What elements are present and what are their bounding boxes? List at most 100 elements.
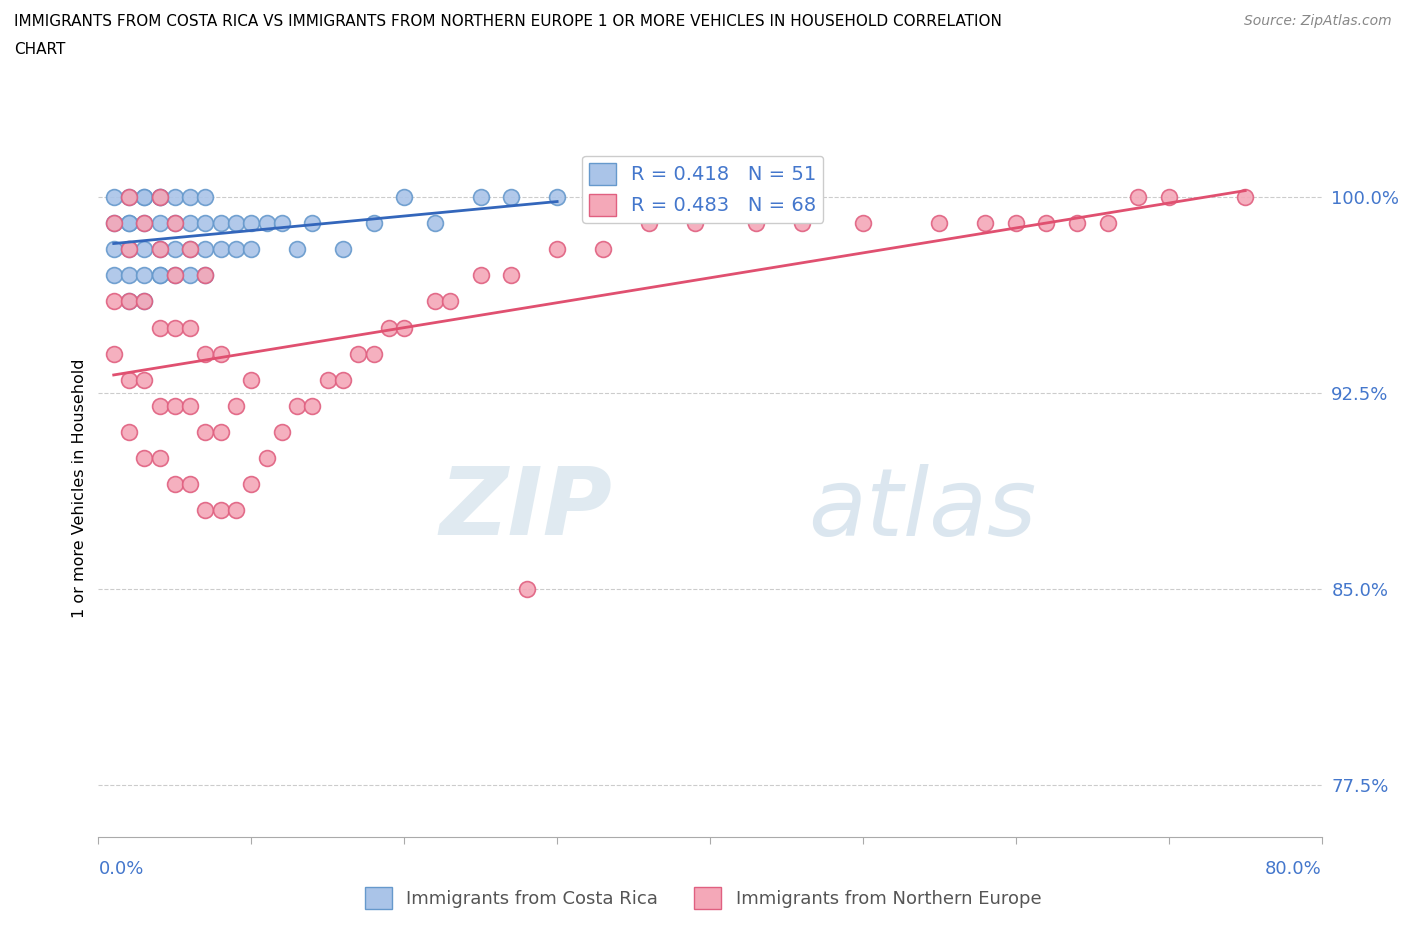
Point — [1157, 190, 1180, 205]
Point — [256, 451, 278, 466]
Point — [225, 242, 247, 257]
Point — [103, 268, 125, 283]
Point — [134, 451, 156, 466]
Point — [1234, 190, 1257, 205]
Point — [285, 242, 308, 257]
Point — [118, 216, 141, 231]
Point — [134, 190, 156, 205]
Point — [423, 216, 446, 231]
Point — [378, 320, 401, 335]
Point — [134, 242, 156, 257]
Point — [1128, 190, 1150, 205]
Point — [194, 268, 217, 283]
Point — [225, 216, 247, 231]
Point — [134, 372, 156, 387]
Point — [149, 190, 172, 205]
Point — [470, 268, 492, 283]
Point — [316, 372, 339, 387]
Point — [134, 268, 156, 283]
Point — [1097, 216, 1119, 231]
Point — [592, 242, 614, 257]
Point — [179, 242, 201, 257]
Point — [179, 477, 201, 492]
Point — [103, 216, 125, 231]
Point — [301, 216, 323, 231]
Point — [103, 242, 125, 257]
Point — [683, 216, 706, 231]
Point — [194, 425, 217, 440]
Point — [118, 425, 141, 440]
Point — [470, 190, 492, 205]
Point — [637, 216, 661, 231]
Point — [179, 268, 201, 283]
Point — [149, 242, 172, 257]
Point — [118, 216, 141, 231]
Point — [134, 294, 156, 309]
Point — [501, 268, 523, 283]
Text: IMMIGRANTS FROM COSTA RICA VS IMMIGRANTS FROM NORTHERN EUROPE 1 OR MORE VEHICLES: IMMIGRANTS FROM COSTA RICA VS IMMIGRANTS… — [14, 14, 1002, 29]
Point — [179, 216, 201, 231]
Point — [347, 346, 370, 361]
Point — [118, 190, 141, 205]
Point — [179, 399, 201, 414]
Point — [163, 216, 186, 231]
Point — [134, 216, 156, 231]
Text: 0.0%: 0.0% — [98, 860, 143, 878]
Point — [790, 216, 813, 231]
Point — [852, 216, 875, 231]
Point — [209, 216, 232, 231]
Point — [285, 399, 308, 414]
Point — [134, 294, 156, 309]
Y-axis label: 1 or more Vehicles in Household: 1 or more Vehicles in Household — [72, 358, 87, 618]
Point — [163, 216, 186, 231]
Point — [163, 190, 186, 205]
Point — [240, 372, 263, 387]
Point — [194, 216, 217, 231]
Point — [149, 399, 172, 414]
Point — [745, 216, 768, 231]
Point — [1035, 216, 1057, 231]
Point — [179, 320, 201, 335]
Point — [270, 216, 292, 231]
Point — [163, 242, 186, 257]
Point — [363, 346, 385, 361]
Point — [134, 216, 156, 231]
Point — [546, 242, 568, 257]
Point — [179, 190, 201, 205]
Point — [149, 268, 172, 283]
Point — [240, 242, 263, 257]
Point — [118, 268, 141, 283]
Point — [1066, 216, 1088, 231]
Point — [270, 425, 292, 440]
Point — [118, 242, 141, 257]
Point — [928, 216, 950, 231]
Text: Source: ZipAtlas.com: Source: ZipAtlas.com — [1244, 14, 1392, 28]
Point — [209, 425, 232, 440]
Point — [1004, 216, 1026, 231]
Point — [134, 190, 156, 205]
Point — [363, 216, 385, 231]
Point — [179, 242, 201, 257]
Text: ZIP: ZIP — [439, 463, 612, 555]
Legend: R = 0.418   N = 51, R = 0.483   N = 68: R = 0.418 N = 51, R = 0.483 N = 68 — [582, 155, 824, 223]
Point — [149, 190, 172, 205]
Point — [103, 216, 125, 231]
Text: 80.0%: 80.0% — [1265, 860, 1322, 878]
Point — [103, 190, 125, 205]
Point — [209, 346, 232, 361]
Legend: Immigrants from Costa Rica, Immigrants from Northern Europe: Immigrants from Costa Rica, Immigrants f… — [357, 880, 1049, 916]
Point — [501, 190, 523, 205]
Point — [516, 581, 538, 596]
Point — [240, 477, 263, 492]
Point — [332, 372, 354, 387]
Point — [163, 268, 186, 283]
Point — [118, 294, 141, 309]
Point — [439, 294, 461, 309]
Point — [118, 190, 141, 205]
Point — [163, 268, 186, 283]
Point — [225, 503, 247, 518]
Point — [149, 320, 172, 335]
Point — [163, 399, 186, 414]
Point — [332, 242, 354, 257]
Point — [163, 320, 186, 335]
